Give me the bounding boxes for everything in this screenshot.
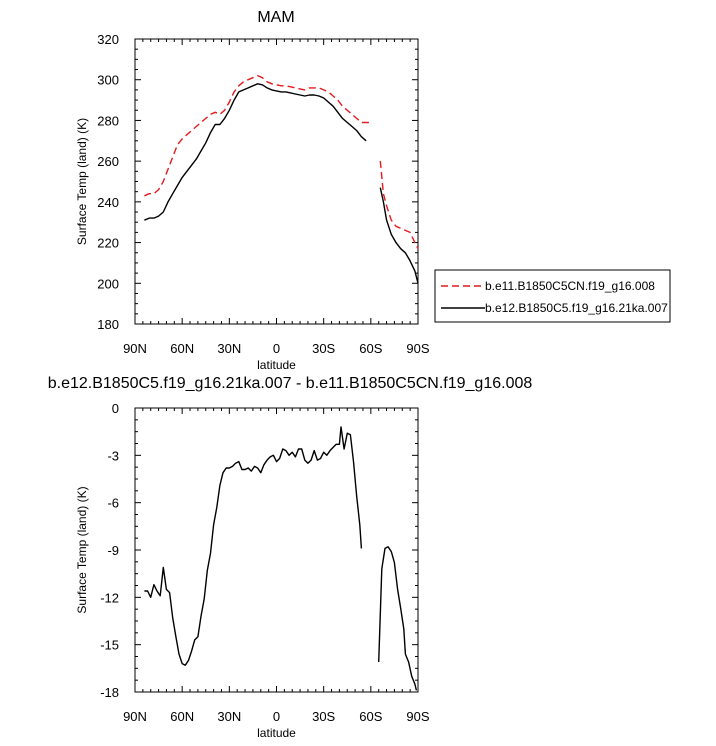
chart-2-y-tick-label: -12: [100, 590, 119, 605]
chart-1-x-tick-label: 90N: [123, 341, 147, 356]
chart-2-y-tick-label: 0: [112, 401, 119, 416]
chart-1-series-2-line: [379, 187, 419, 284]
chart-2-x-tick-label: 60N: [170, 709, 194, 724]
chart-2-y-tick-label: -3: [107, 448, 119, 463]
chart-2-x-tick-label: 30S: [312, 709, 335, 724]
chart-1-x-tick-label: 60S: [359, 341, 382, 356]
chart-2-y-tick-label: -15: [100, 638, 119, 653]
chart-1-y-tick-label: 240: [97, 195, 119, 210]
chart-1-y-tick-label: 180: [97, 317, 119, 332]
chart-1-series-1-line: [379, 161, 419, 250]
chart-2-x-tick-label: 90N: [123, 709, 147, 724]
chart-2-x-axis-label: latitude: [257, 726, 296, 740]
chart-2-title: b.e12.B1850C5.f19_g16.21ka.007 - b.e11.B…: [48, 375, 533, 392]
chart-2-y-tick-label: -9: [107, 543, 119, 558]
chart-1-y-tick-label: 280: [97, 113, 119, 128]
chart-1-legend: b.e11.B1850C5CN.f19_g16.008 b.e12.B1850C5…: [434, 269, 671, 323]
chart-1-x-axis-label: latitude: [257, 358, 296, 372]
chart-2-series-1-line: [378, 546, 418, 691]
chart-1-series-1-line: [144, 74, 371, 197]
chart-1-y-tick-label: 200: [97, 276, 119, 291]
chart-1-legend-label-1: b.e11.B1850C5CN.f19_g16.008: [485, 279, 655, 293]
chart-1-x-tick-label: 30S: [312, 341, 335, 356]
chart-1-series-2-line: [144, 83, 367, 221]
chart-2-y-axis-label: Surface Temp (land) (K): [75, 486, 89, 613]
chart-2-series-1-line: [144, 426, 363, 666]
chart-1-y-tick-label: 260: [97, 154, 119, 169]
chart-1-y-tick-label: 300: [97, 73, 119, 88]
chart-2-x-tick-label: 30N: [217, 709, 241, 724]
chart-2-x-tick-label: 90S: [406, 709, 429, 724]
chart-1-y-tick-label: 320: [97, 32, 119, 47]
chart-1-legend-label-2: b.e12.B1850C5.f19_g16.21ka.007: [485, 301, 668, 315]
chart-1-y-axis-label: Surface Temp (land) (K): [75, 118, 89, 245]
chart-2-x-tick-label: 0: [273, 709, 280, 724]
chart-2-y-tick-label: -18: [100, 685, 119, 700]
chart-1-y-tick-label: 220: [97, 236, 119, 251]
chart-1-legend-box: [434, 269, 671, 323]
chart-1-plot-frame: [134, 38, 419, 325]
chart-1-x-tick-label: 60N: [170, 341, 194, 356]
chart-1-title: MAM: [257, 9, 294, 26]
chart-1-x-tick-label: 90S: [406, 341, 429, 356]
chart-1-x-tick-label: 0: [273, 341, 280, 356]
chart-2-y-tick-label: -6: [107, 496, 119, 511]
chart-2-x-tick-label: 60S: [359, 709, 382, 724]
chart-1-x-tick-label: 30N: [217, 341, 241, 356]
